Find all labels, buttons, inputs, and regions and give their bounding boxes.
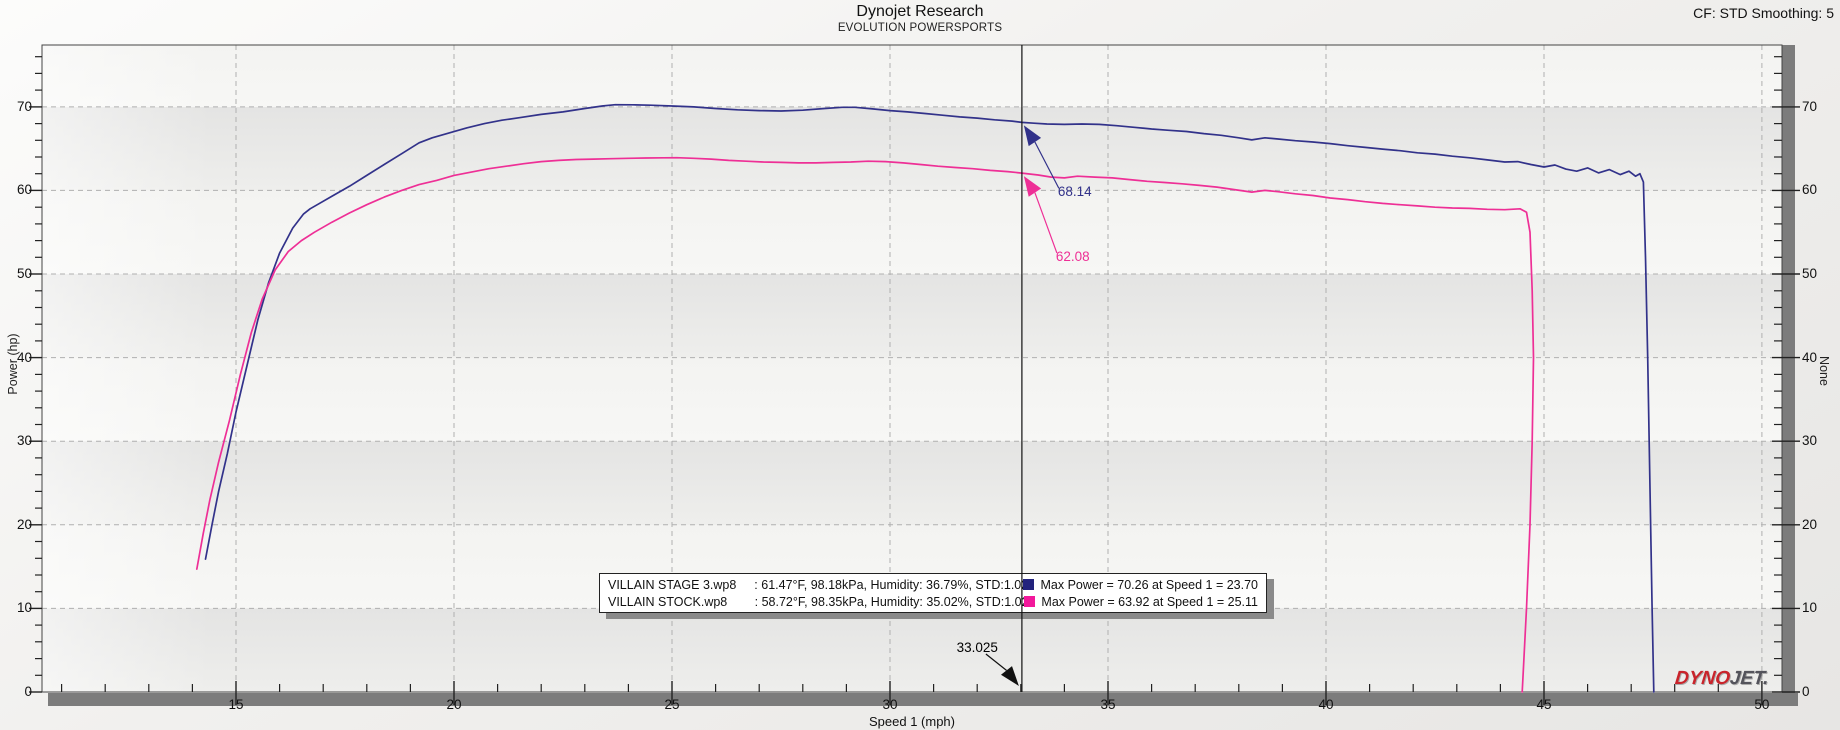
plot-band [42,274,1782,358]
legend-row-stage3: VILLAIN STAGE 3.wp8 : 61.47°F, 98.18kPa,… [608,576,1258,593]
y-tick-label-right: 20 [1802,516,1818,532]
y-tick-label-left: 30 [16,433,32,449]
cursor-stock-leader [1034,192,1058,254]
plot-band [42,45,1782,107]
run-max-power: Max Power = 63.92 at Speed 1 = 25.11 [1041,594,1258,609]
x-tick-label: 45 [1536,697,1552,712]
run-max-power: Max Power = 70.26 at Speed 1 = 23.70 [1040,577,1258,592]
cursor-stage3-leader [1034,141,1060,189]
cursor-value-stage3: 68.14 [1057,184,1092,200]
cursor-stage3-arrowhead [1023,125,1042,147]
run-info-legend: VILLAIN STAGE 3.wp8 : 61.47°F, 98.18kPa,… [599,573,1267,613]
cursor-value-stock: 62.08 [1055,249,1090,265]
x-tick-label: 40 [1318,697,1334,712]
y-tick-label-left: 20 [16,516,32,532]
page-title: Dynojet Research [856,3,984,20]
bottom-axis-bar [48,693,1798,706]
plot-band [42,190,1782,274]
run-file-name: VILLAIN STOCK.wp8 [608,594,728,609]
plot-band [42,357,1782,442]
cursor-stock-arrowhead [1023,176,1042,197]
run-file-name: VILLAIN STAGE 3.wp8 [608,577,737,592]
series-color-swatch [1023,579,1035,590]
plot-band [42,106,1782,191]
cursor-speed-label: 33.025 [956,640,998,655]
y-tick-label-right: 40 [1802,349,1818,365]
correction-smoothing-label: CF: STD Smoothing: 5 [1693,5,1834,21]
page-subtitle: EVOLUTION POWERSPORTS [837,22,1003,34]
y-tick-label-right: 10 [1802,600,1818,616]
cursor-speed-leader [985,653,1007,671]
y-tick-label-left: 40 [16,349,32,365]
x-tick-label: 20 [446,697,462,712]
y-tick-label-right: 60 [1802,182,1818,198]
y-tick-label-left: 10 [16,600,32,616]
x-tick-label: 15 [228,697,244,712]
run-environment: : 61.47°F, 98.18kPa, Humidity: 36.79%, S… [754,577,1024,592]
x-tick-label: 25 [664,697,680,712]
cursor-speed-arrowhead [1001,666,1019,686]
x-tick-label: 50 [1754,697,1770,712]
series-line-stage3 [204,103,1655,693]
run-environment: : 58.72°F, 98.35kPa, Humidity: 35.02%, S… [754,594,1025,609]
x-tick-label: 30 [882,697,898,712]
plot-band [42,441,1782,525]
plot-band [42,608,1782,692]
y-tick-label-left: 0 [24,684,32,699]
x-axis-title: Speed 1 (mph) [869,714,955,729]
y-tick-label-left: 50 [16,266,32,282]
y-tick-label-left: 60 [16,182,32,198]
plot-border [41,44,1783,693]
plot-left-glow [42,45,212,692]
y-tick-label-right: 50 [1802,266,1818,282]
y-tick-label-right: 0 [1802,684,1810,699]
x-tick-label: 35 [1100,697,1116,712]
series-line-stock [195,156,1535,693]
y-tick-label-right: 70 [1802,98,1818,114]
y-tick-label-right: 30 [1802,433,1818,449]
y-tick-label-left: 70 [16,98,32,114]
series-color-swatch [1024,596,1036,607]
right-axis-bar [1782,45,1795,706]
legend-row-stock: VILLAIN STOCK.wp8 : 58.72°F, 98.35kPa, H… [608,593,1258,610]
